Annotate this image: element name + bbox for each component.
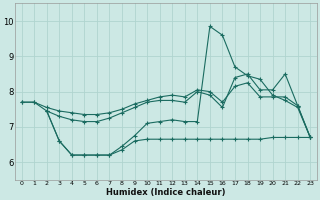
X-axis label: Humidex (Indice chaleur): Humidex (Indice chaleur) [106, 188, 226, 197]
